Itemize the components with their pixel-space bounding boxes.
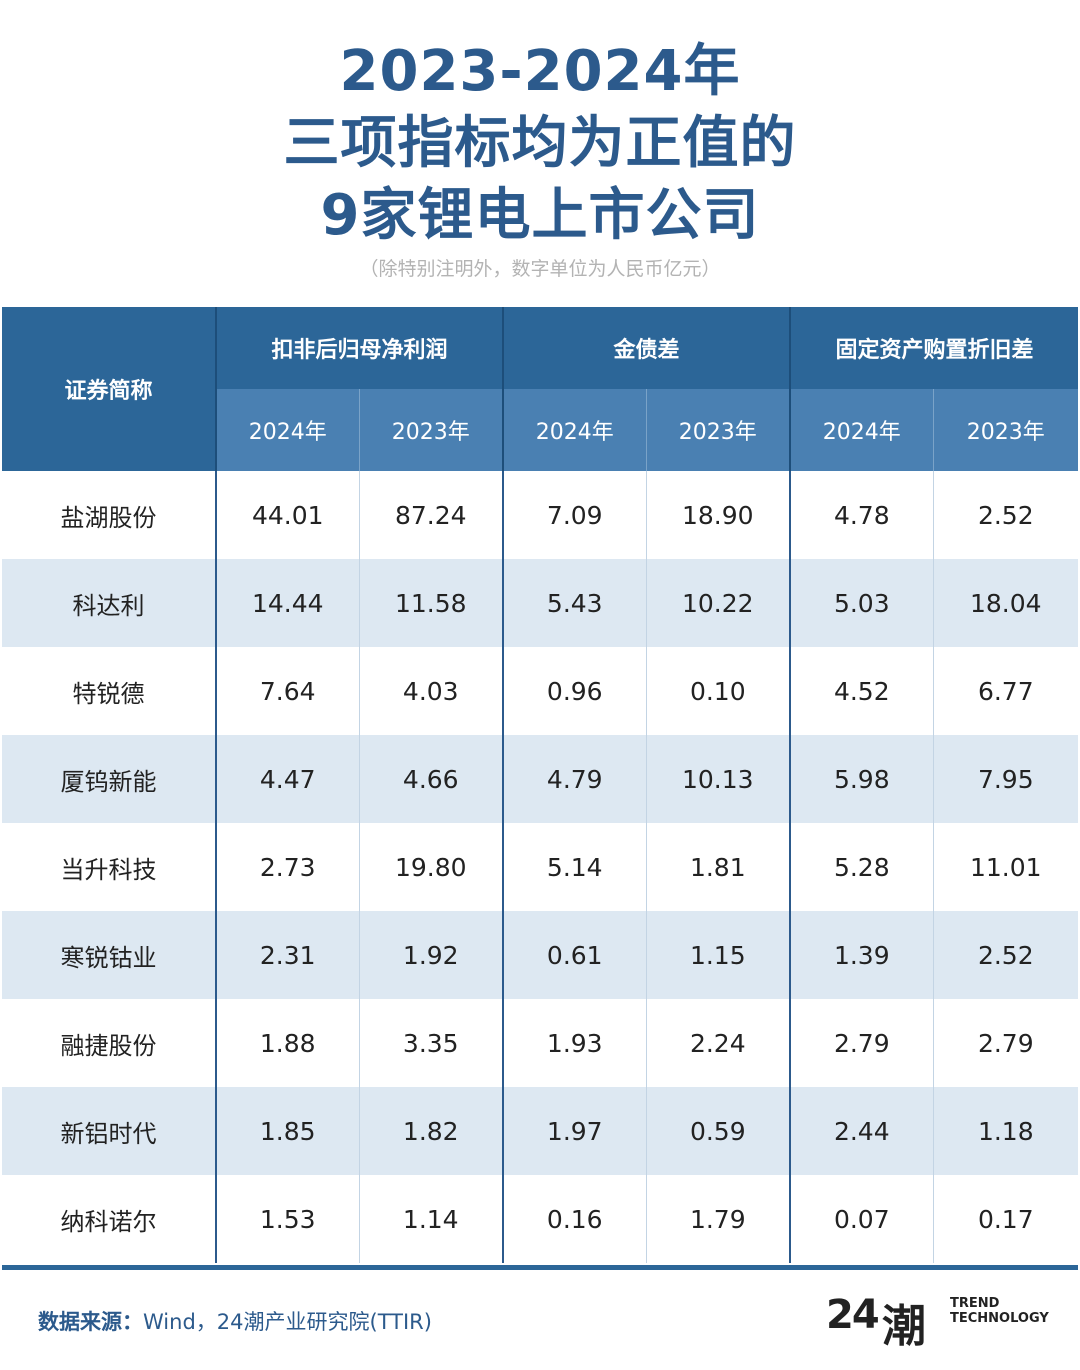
table-row: 当升科技 2.73 19.80 5.14 1.81 5.28 11.01: [2, 823, 1079, 911]
value-cell: 5.03: [789, 559, 934, 647]
company-name-cell: 当升科技: [60, 855, 157, 884]
value-cell: 3.35: [358, 999, 504, 1087]
company-name-cell: 科达利: [2, 559, 216, 647]
company-name-cell: 厦钨新能: [2, 735, 216, 823]
value-cell: 2.79: [932, 999, 1079, 1087]
table-row: 纳科诺尔 1.53 1.14 0.16 1.79 0.07 0.17: [2, 1175, 1079, 1263]
value-cell: 0.96: [502, 647, 647, 735]
value-cell: 1.15: [645, 911, 791, 999]
value-cell: 5.98: [789, 735, 934, 823]
value-cell: 1.81: [645, 823, 791, 911]
year-header: 2024年: [502, 389, 647, 471]
value-cell: 2.52: [932, 911, 1079, 999]
year-header: 2024年: [789, 389, 934, 471]
value-cell: 1.53: [215, 1175, 359, 1263]
value-cell: 1.79: [645, 1175, 791, 1263]
company-name-cell: 盐湖股份: [60, 503, 157, 532]
title-line-2: 三项指标均为正值的: [283, 111, 797, 176]
group-header-net-profit: 扣非后归母净利润: [214, 307, 504, 389]
year-header: 2024年: [215, 389, 359, 471]
company-name-cell: 纳科诺尔: [60, 1207, 157, 1236]
unit-note: （除特别注明外，数字单位为人民币亿元）: [359, 258, 721, 280]
table-row: 厦钨新能 4.47 4.66 4.79 10.13 5.98 7.95: [2, 735, 1079, 823]
value-cell: 87.24: [358, 471, 504, 559]
brand-logo: 24 潮 TREND TECHNOLOGY: [826, 1290, 1056, 1352]
year-header: 2023年: [645, 389, 791, 471]
value-cell: 2.44: [789, 1087, 934, 1175]
value-cell: 4.47: [215, 735, 359, 823]
company-name-cell: 新铝时代: [2, 1087, 216, 1175]
value-cell: 0.61: [502, 911, 647, 999]
value-cell: 0.10: [645, 647, 791, 735]
title-line-3: 9家锂电上市公司: [320, 183, 760, 248]
group-header-capex-depreciation-gap: 固定资产购置折旧差: [789, 307, 1079, 389]
value-cell: 44.01: [215, 471, 359, 559]
value-cell: 0.17: [932, 1175, 1079, 1263]
value-cell: 10.13: [645, 735, 791, 823]
value-cell: 2.79: [789, 999, 934, 1087]
value-cell: 18.04: [932, 559, 1079, 647]
value-cell: 7.95: [932, 735, 1079, 823]
logo-en-line-1: TREND: [950, 1296, 1000, 1311]
value-cell: 19.80: [358, 823, 504, 911]
source-text: Wind，24潮产业研究院(TTIR): [143, 1310, 432, 1334]
value-cell: 11.01: [932, 823, 1079, 911]
company-name-cell: 寒锐钴业: [2, 911, 216, 999]
logo-number: 24: [826, 1292, 880, 1338]
value-cell: 1.92: [358, 911, 504, 999]
value-cell: 14.44: [215, 559, 359, 647]
value-cell: 5.43: [502, 559, 647, 647]
value-cell: 1.97: [502, 1087, 647, 1175]
table-row: 新铝时代 1.85 1.82 1.97 0.59 2.44 1.18: [2, 1087, 1079, 1175]
value-cell: 6.77: [932, 647, 1079, 735]
company-name-cell: 特锐德: [72, 679, 145, 708]
table-body: 盐湖股份 44.01 87.24 7.09 18.90 4.78 2.52 科达利 14.44 1…: [2, 471, 1079, 1263]
value-cell: 0.16: [502, 1175, 647, 1263]
value-cell: 5.14: [502, 823, 647, 911]
value-cell: 4.52: [789, 647, 934, 735]
table-row: 盐湖股份 44.01 87.24 7.09 18.90 4.78 2.52: [2, 471, 1079, 559]
value-cell: 10.22: [645, 559, 791, 647]
value-cell: 7.09: [502, 471, 647, 559]
value-cell: 18.90: [645, 471, 791, 559]
table-row: 寒锐钴业 2.31 1.92 0.61 1.15 1.39 2.52: [2, 911, 1079, 999]
value-cell: 2.31: [215, 911, 359, 999]
value-cell: 4.66: [358, 735, 504, 823]
value-cell: 4.03: [358, 647, 504, 735]
bottom-rule: [2, 1265, 1078, 1270]
source-label: 数据来源：: [38, 1310, 143, 1334]
value-cell: 1.85: [215, 1087, 359, 1175]
value-cell: 1.82: [358, 1087, 504, 1175]
value-cell: 5.28: [789, 823, 934, 911]
value-cell: 1.88: [215, 999, 359, 1087]
value-cell: 0.07: [789, 1175, 934, 1263]
data-table: 证券简称 扣非后归母净利润 金债差 固定资产购置折旧差 2024年 2023年 …: [2, 307, 1079, 1263]
value-cell: 11.58: [358, 559, 504, 647]
value-cell: 2.73: [215, 823, 359, 911]
title-block: 2023-2024年 三项指标均为正值的 9家锂电上市公司: [0, 36, 1080, 252]
value-cell: 4.79: [502, 735, 647, 823]
value-cell: 4.78: [789, 471, 934, 559]
value-cell: 2.52: [932, 471, 1079, 559]
company-name-cell: 融捷股份: [60, 1031, 157, 1060]
value-cell: 0.59: [645, 1087, 791, 1175]
year-header: 2023年: [358, 389, 504, 471]
logo-en-line-2: TECHNOLOGY: [950, 1311, 1049, 1326]
table-row: 特锐德 7.64 4.03 0.96 0.10 4.52 6.77: [2, 647, 1079, 735]
value-cell: 2.24: [645, 999, 791, 1087]
table-row: 融捷股份 1.88 3.35 1.93 2.24 2.79 2.79: [2, 999, 1079, 1087]
logo-english: TREND TECHNOLOGY: [950, 1296, 1049, 1326]
value-cell: 7.64: [215, 647, 359, 735]
value-cell: 1.93: [502, 999, 647, 1087]
value-cell: 1.39: [789, 911, 934, 999]
column-header-name: 证券简称: [2, 307, 216, 471]
value-cell: 1.18: [932, 1087, 1079, 1175]
year-header: 2023年: [932, 389, 1079, 471]
table-row: 科达利 14.44 11.58 5.43 10.22 5.03 18.04: [2, 559, 1079, 647]
source-note: 数据来源：Wind，24潮产业研究院(TTIR): [38, 1306, 432, 1336]
group-header-cash-debt-gap: 金债差: [502, 307, 791, 389]
logo-char: 潮: [882, 1301, 926, 1352]
title-line-1: 2023-2024年: [339, 39, 741, 104]
value-cell: 1.14: [358, 1175, 504, 1263]
